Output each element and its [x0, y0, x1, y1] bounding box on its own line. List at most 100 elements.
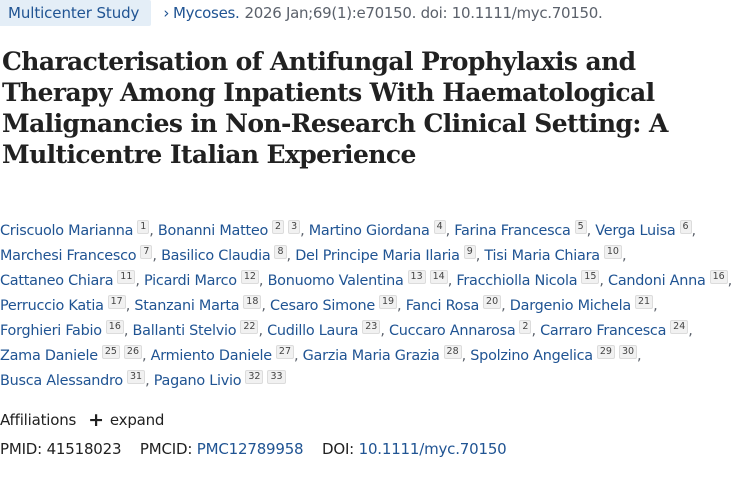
article-title: Characterisation of Antifungal Prophylax…: [2, 47, 668, 169]
author-item: Garzia Maria Grazia 28: [302, 345, 462, 364]
author-link[interactable]: Martino Giordana: [308, 223, 430, 239]
affiliation-number-link[interactable]: 29: [596, 345, 615, 359]
expand-affiliations-button[interactable]: + expand: [88, 409, 164, 431]
author-item: Perruccio Katia 17: [0, 295, 126, 314]
affiliation-number-link[interactable]: 15: [581, 270, 600, 284]
affiliation-number-link[interactable]: 22: [240, 320, 259, 334]
affiliation-number-link[interactable]: 10: [603, 245, 622, 259]
journal-citation[interactable]: › Mycoses. 2026 Jan;69(1):e70150. doi: 1…: [163, 4, 602, 22]
affiliation-number-link[interactable]: 11: [117, 270, 136, 284]
affiliation-number-link[interactable]: 23: [362, 320, 381, 334]
plus-icon: +: [88, 408, 104, 431]
affiliation-number-link[interactable]: 24: [670, 320, 689, 334]
affiliations-label: Affiliations: [0, 411, 77, 429]
author-item: Zama Daniele 25 26: [0, 345, 142, 364]
affiliation-number-link[interactable]: 20: [483, 295, 502, 309]
author-item: Pagano Livio 32 33: [153, 370, 286, 389]
author-item: Farina Francesca 5: [454, 220, 587, 239]
author-item: Ballanti Stelvio 22: [132, 320, 259, 339]
author-link[interactable]: Farina Francesca: [454, 223, 571, 239]
affiliation-number-link[interactable]: 1: [137, 220, 150, 234]
affiliation-number-link[interactable]: 19: [378, 295, 398, 309]
affiliation-number-link[interactable]: 16: [105, 320, 124, 334]
affiliation-number-link[interactable]: 13: [407, 270, 426, 284]
author-item: Candoni Anna 16: [608, 270, 728, 289]
author-link[interactable]: Bonuomo Valentina: [267, 273, 404, 289]
affiliations-row: Affiliations + expand: [0, 409, 164, 431]
author-item: Martino Giordana 4: [308, 220, 446, 239]
affiliation-number-link[interactable]: 16: [709, 270, 728, 284]
author-item: Busca Alessandro 31: [0, 370, 146, 389]
affiliation-number-link[interactable]: 28: [443, 345, 462, 359]
author-link[interactable]: Picardi Marco: [144, 273, 237, 289]
affiliation-number-link[interactable]: 14: [429, 270, 448, 284]
author-link[interactable]: Cesaro Simone: [270, 298, 375, 314]
affiliation-number-link[interactable]: 6: [679, 220, 692, 234]
author-link[interactable]: Zama Daniele: [0, 348, 98, 364]
author-link[interactable]: Cudillo Laura: [267, 323, 359, 339]
affiliation-number-link[interactable]: 27: [275, 345, 294, 359]
author-item: Marchesi Francesco 7: [0, 245, 153, 264]
affiliation-number-link[interactable]: 4: [433, 220, 446, 234]
citation-bar: Multicenter Study › Mycoses. 2026 Jan;69…: [0, 0, 603, 26]
author-link[interactable]: Cuccaro Annarosa: [388, 323, 516, 339]
author-link[interactable]: Forghieri Fabio: [0, 323, 102, 339]
pmcid-link[interactable]: PMC12789958: [196, 440, 304, 458]
author-link[interactable]: Del Principe Maria Ilaria: [295, 248, 460, 264]
affiliation-number-link[interactable]: 32: [245, 370, 264, 384]
author-item: Cuccaro Annarosa 2: [388, 320, 532, 339]
affiliation-number-link[interactable]: 21: [634, 295, 654, 309]
author-link[interactable]: Armiento Daniele: [150, 348, 273, 364]
doi-link[interactable]: 10.1111/myc.70150: [358, 440, 507, 458]
author-link[interactable]: Marchesi Francesco: [0, 248, 137, 264]
author-link[interactable]: Garzia Maria Grazia: [302, 348, 440, 364]
author-link[interactable]: Criscuolo Marianna: [0, 223, 134, 239]
chevron-right-icon: ›: [163, 4, 170, 22]
affiliation-number-link[interactable]: 31: [126, 370, 146, 384]
affiliation-number-link[interactable]: 7: [140, 245, 153, 259]
author-link[interactable]: Ballanti Stelvio: [132, 323, 237, 339]
author-link[interactable]: Candoni Anna: [608, 273, 706, 289]
pmid-label: PMID:: [0, 440, 43, 458]
author-link[interactable]: Verga Luisa: [595, 223, 676, 239]
affiliation-number-link[interactable]: 8: [274, 245, 287, 259]
author-link[interactable]: Spolzino Angelica: [470, 348, 593, 364]
author-link[interactable]: Perruccio Katia: [0, 298, 104, 314]
author-item: Verga Luisa 6: [595, 220, 692, 239]
affiliation-number-link[interactable]: 25: [101, 345, 120, 359]
author-item: Basilico Claudia 8: [161, 245, 287, 264]
affiliation-number-link[interactable]: 26: [123, 345, 142, 359]
affiliation-number-link[interactable]: 18: [243, 295, 262, 309]
author-item: Criscuolo Marianna 1: [0, 220, 150, 239]
affiliation-number-link[interactable]: 33: [267, 370, 286, 384]
author-item: Forghieri Fabio 16: [0, 320, 124, 339]
author-item: Del Principe Maria Ilaria 9: [295, 245, 476, 264]
affiliation-number-link[interactable]: 2: [272, 220, 285, 234]
author-item: Fanci Rosa 20: [405, 295, 502, 314]
author-item: Cesaro Simone 19: [270, 295, 398, 314]
author-link[interactable]: Tisi Maria Chiara: [484, 248, 600, 264]
author-list: Criscuolo Marianna 1, Bonanni Matteo 2 3, M…: [0, 220, 732, 389]
author-link[interactable]: Bonanni Matteo: [157, 223, 269, 239]
author-link[interactable]: Busca Alessandro: [0, 373, 123, 389]
author-link[interactable]: Cattaneo Chiara: [0, 273, 114, 289]
author-item: Carraro Francesca 24: [540, 320, 689, 339]
author-link[interactable]: Carraro Francesca: [540, 323, 667, 339]
affiliation-number-link[interactable]: 2: [519, 320, 532, 334]
affiliation-number-link[interactable]: 5: [574, 220, 587, 234]
affiliation-number-link[interactable]: 3: [288, 220, 301, 234]
affiliation-number-link[interactable]: 9: [463, 245, 476, 259]
author-link[interactable]: Fanci Rosa: [405, 298, 480, 314]
author-link[interactable]: Basilico Claudia: [161, 248, 271, 264]
author-link[interactable]: Fracchiolla Nicola: [456, 273, 578, 289]
affiliation-number-link[interactable]: 12: [240, 270, 259, 284]
author-link[interactable]: Pagano Livio: [153, 373, 242, 389]
author-link[interactable]: Dargenio Michela: [509, 298, 631, 314]
journal-link[interactable]: Mycoses.: [173, 4, 240, 22]
author-item: Cattaneo Chiara 11: [0, 270, 136, 289]
affiliation-number-link[interactable]: 17: [107, 295, 126, 309]
doi-label: DOI:: [321, 440, 355, 458]
affiliation-number-link[interactable]: 30: [618, 345, 638, 359]
author-link[interactable]: Stanzani Marta: [134, 298, 240, 314]
